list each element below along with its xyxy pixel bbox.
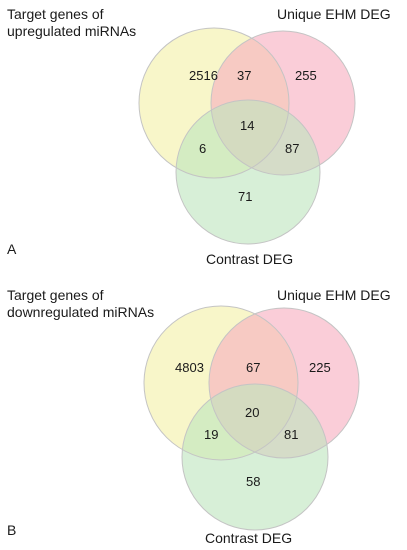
set-a-label: Target genes of downregulated miRNAs (7, 287, 154, 321)
circle-set-c (176, 100, 320, 244)
set-b-label: Unique EHM DEG (277, 287, 391, 303)
panel-letter: A (7, 241, 17, 257)
count-b-and-c: 87 (285, 141, 299, 156)
count-a-and-b: 37 (237, 68, 251, 83)
count-a-and-c: 19 (204, 427, 218, 442)
count-only-a: 2516 (189, 68, 218, 83)
set-a-label-line-2: downregulated miRNAs (7, 304, 155, 320)
set-c-label: Contrast DEG (205, 530, 293, 546)
set-a-label-line-1: Target genes of (7, 6, 104, 22)
circle-outlines (143, 305, 360, 531)
count-only-b: 225 (309, 360, 331, 375)
count-all-three: 14 (240, 118, 254, 133)
panel-a: 2516 37 255 14 6 87 71 Target genes of u… (7, 6, 391, 267)
set-c-label: Contrast DEG (206, 251, 294, 267)
venn-diagram-b: 4803 67 225 20 19 81 58 (143, 305, 360, 531)
venn-diagram-a: 2516 37 255 14 6 87 71 (138, 27, 356, 245)
count-all-three: 20 (245, 405, 259, 420)
count-a-and-c: 6 (199, 141, 206, 156)
circle-outlines (138, 27, 356, 245)
count-a-and-b: 67 (246, 360, 260, 375)
panel-letter: B (7, 522, 17, 538)
count-only-c: 58 (246, 474, 260, 489)
set-a-label: Target genes of upregulated miRNAs (7, 6, 136, 40)
panel-b: 4803 67 225 20 19 81 58 Target genes of … (0, 275, 407, 550)
set-a-label-line-2: upregulated miRNAs (7, 23, 137, 39)
count-b-and-c: 81 (284, 427, 298, 442)
count-only-c: 71 (238, 189, 252, 204)
set-a-label-line-1: Target genes of (7, 287, 104, 303)
count-only-b: 255 (295, 68, 317, 83)
set-b-label: Unique EHM DEG (277, 6, 391, 22)
count-only-a: 4803 (175, 360, 204, 375)
